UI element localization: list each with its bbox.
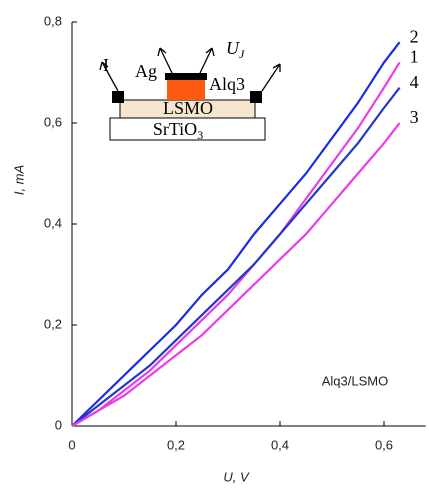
series-label: 4 <box>410 72 419 92</box>
y-tick-label: 0,4 <box>44 215 62 230</box>
y-axis-title: I, mA <box>11 165 26 195</box>
x-tick-label: 0,4 <box>271 437 289 452</box>
y-tick-label: 0,8 <box>44 13 62 28</box>
x-tick-label: 0,2 <box>167 437 185 452</box>
series-line <box>71 61 401 427</box>
electrode-layer <box>165 73 207 80</box>
inset: I Ag UJ Alq3 LSMO SrTiO3 <box>99 38 281 142</box>
arrows <box>99 47 281 92</box>
contact <box>250 91 262 103</box>
inset-label: Alq3 <box>209 74 245 94</box>
y-tick-label: 0 <box>55 417 62 432</box>
inset-label: SrTiO3 <box>153 119 203 142</box>
inset-label: LSMO <box>163 98 213 118</box>
x-tick-label: 0,6 <box>375 437 393 452</box>
series-line <box>71 86 401 427</box>
series-line <box>71 41 401 427</box>
inset-label: UJ <box>226 38 245 61</box>
series-label: 3 <box>410 107 419 127</box>
y-tick-label: 0,2 <box>44 316 62 331</box>
y-tick-label: 0,6 <box>44 114 62 129</box>
series-line <box>71 122 401 427</box>
annotation: Alq3/LSMO <box>322 373 388 388</box>
organic-layer <box>167 80 205 100</box>
x-axis-title: U, V <box>223 469 250 484</box>
series-label: 1 <box>410 47 419 67</box>
inset-label: Ag <box>135 61 157 81</box>
inset-label: I <box>103 55 109 75</box>
series-label: 2 <box>410 26 419 46</box>
contact <box>112 91 124 103</box>
x-tick-label: 0 <box>68 437 75 452</box>
